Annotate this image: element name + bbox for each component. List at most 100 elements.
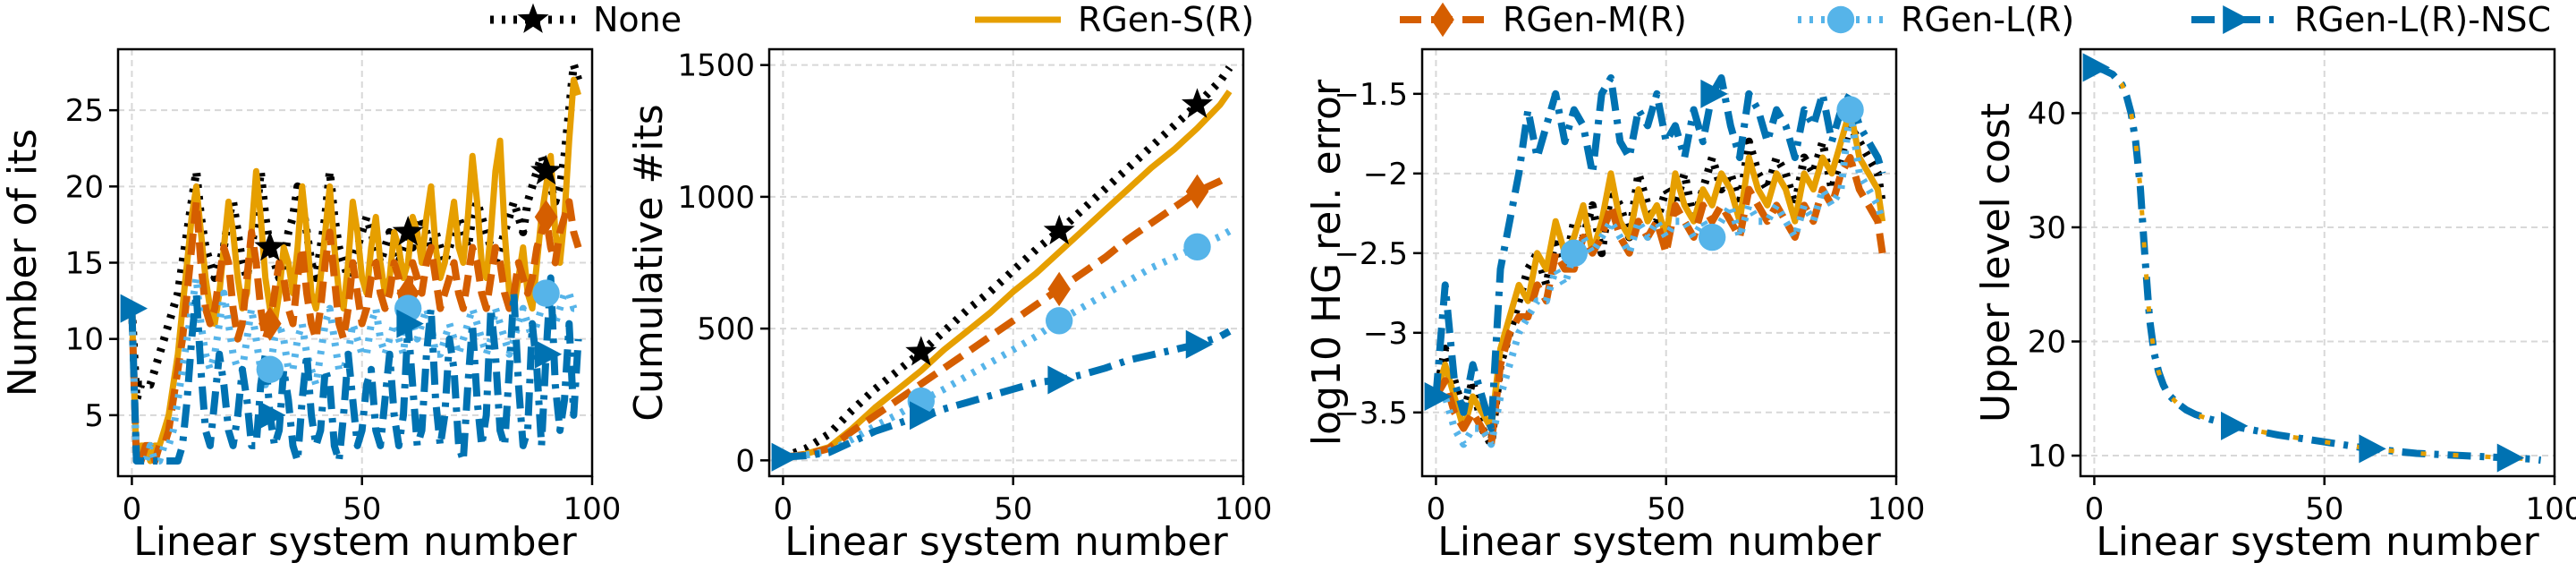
legend-item-rgen-l-r: RGen-L(R) [1798, 0, 2074, 39]
marker-rgen-l-r-nsc [2221, 411, 2249, 440]
x-tick-label: 0 [1427, 491, 1446, 527]
y-tick-label: 1000 [677, 180, 755, 216]
marker-rgen-l-r-nsc [396, 309, 424, 338]
marker-rgen-m-r [1047, 271, 1071, 307]
y-axis-label: Upper level cost [1973, 103, 2019, 422]
series-line-rgen-l-r [1436, 106, 1886, 448]
marker-rgen-l-r-nsc [910, 401, 937, 431]
x-tick-label: 100 [2526, 491, 2576, 527]
y-tick-label: 20 [2028, 325, 2066, 361]
y-tick-label: 30 [2028, 210, 2066, 246]
y-tick-label: 40 [2028, 96, 2066, 132]
x-tick-label: 50 [1647, 491, 1685, 527]
subplot-4: 0 50 100 10 20 30 40 Linear system number Upper … [1973, 47, 2576, 565]
legend-marker-rgen-l-r [1826, 5, 1855, 34]
axes-frame [2079, 47, 2556, 478]
marker-rgen-l-r-nsc [120, 294, 148, 323]
marker-group [120, 154, 563, 430]
x-tick-label: 0 [774, 491, 793, 527]
series-line-overlap [2093, 64, 2541, 463]
series-group [2093, 64, 2542, 465]
marker-rgen-m-r [534, 200, 558, 235]
series-group [1431, 74, 1887, 448]
marker-rgen-l-r-nsc [534, 339, 563, 369]
subplots: 0 50 100 5 10 15 20 25 Linear system number Numbe… [0, 48, 2576, 565]
legend-label-none: None [593, 0, 682, 39]
marker-rgen-l-r-nsc [2359, 434, 2386, 464]
series-line-rgen-m-r [782, 172, 1232, 461]
series-line-rgen-l-r-nsc [783, 328, 1232, 461]
marker-none [392, 216, 424, 246]
legend-label-rgen-s-r: RGen-S(R) [1078, 0, 1254, 39]
y-tick-label: 10 [65, 322, 104, 358]
marker-rgen-l-r-nsc [2082, 53, 2111, 82]
y-tick-label: −3.5 [1334, 396, 1408, 431]
marker-rgen-l-r-nsc [2496, 443, 2525, 473]
marker-rgen-l-r [1045, 307, 1073, 335]
series-line-rgen-m-r [128, 198, 582, 465]
marker-none [905, 336, 937, 366]
marker-group [2082, 53, 2525, 473]
y-tick-label: 15 [65, 246, 104, 282]
x-tick-label: 0 [123, 491, 142, 527]
x-axis-label: Linear system number [133, 519, 577, 565]
axes-frame [1420, 47, 1898, 478]
marker-rgen-l-r [532, 279, 560, 307]
marker-none [1182, 88, 1213, 118]
marker-rgen-l-r [256, 355, 284, 383]
series-group [781, 65, 1233, 462]
legend-label-rgen-l-r-nsc: RGen-L(R)-NSC [2294, 0, 2551, 39]
marker-rgen-l-r-nsc [1185, 329, 1214, 359]
subplot-3: 0 50 100 −3.5 −3 −2.5 −2 −1.5 Linear system numb… [1304, 47, 1926, 565]
series-line-rgen-l-r [128, 274, 579, 465]
marker-rgen-l-r [1183, 233, 1211, 261]
y-axis-label: Number of its [0, 129, 46, 397]
axes-frame [767, 47, 1245, 478]
legend-item-rgen-l-r-nsc: RGen-L(R)-NSC [2191, 0, 2551, 39]
x-axis-label: Linear system number [2096, 519, 2539, 565]
y-tick-label: −1.5 [1334, 77, 1408, 113]
y-tick-label: −3 [1363, 316, 1408, 352]
y-tick-label: 500 [697, 311, 755, 347]
x-tick-label: 100 [1868, 491, 1926, 527]
series-line-rgen-l-r-nsc [128, 274, 582, 465]
marker-rgen-l-r-nsc [1424, 382, 1453, 412]
x-axis-label: Linear system number [784, 519, 1228, 565]
legend-label-rgen-l-r: RGen-L(R) [1901, 0, 2074, 39]
y-axis-label: Cumulative #its [626, 104, 672, 421]
legend: None RGen-S(R) RGen-M(R) RGen-L(R) RGen-L(R)… [490, 0, 2551, 39]
subplot-1: 0 50 100 5 10 15 20 25 Linear system number Numbe… [0, 47, 622, 565]
x-tick-label: 100 [564, 491, 622, 527]
marker-rgen-m-r [258, 306, 282, 341]
legend-marker-rgen-m-r [1431, 2, 1454, 38]
y-tick-label: 0 [735, 443, 755, 479]
marker-rgen-l-r-nsc [258, 400, 286, 430]
series-line-rgen-s-r [782, 90, 1233, 461]
marker-rgen-l-r-nsc [771, 442, 800, 472]
marker-none [1043, 214, 1075, 245]
x-tick-label: 50 [2305, 491, 2343, 527]
marker-group [1424, 79, 1864, 412]
y-tick-label: −2 [1363, 157, 1408, 192]
y-tick-label: 5 [84, 398, 104, 434]
series-group [127, 60, 582, 465]
x-tick-label: 0 [2085, 491, 2105, 527]
marker-group [771, 88, 1214, 472]
x-tick-label: 50 [343, 491, 381, 527]
series-line-none [781, 65, 1233, 462]
x-tick-label: 50 [994, 491, 1032, 527]
series-line-rgen-l-r-nsc [2093, 64, 2542, 465]
series-line-rgen-s-r [1433, 107, 1886, 432]
marker-none [530, 154, 562, 185]
x-tick-label: 100 [1215, 491, 1273, 527]
y-tick-label: 25 [65, 93, 104, 129]
legend-item-rgen-s-r: RGen-S(R) [975, 0, 1254, 39]
series-line-rgen-l-r [783, 227, 1232, 461]
x-axis-label: Linear system number [1437, 519, 1881, 565]
y-axis-label: log10 HG rel. error [1304, 79, 1350, 446]
marker-none [254, 231, 286, 261]
y-tick-label: 20 [65, 169, 104, 205]
marker-rgen-l-r [1560, 239, 1589, 268]
marker-rgen-l-r [1698, 223, 1726, 252]
